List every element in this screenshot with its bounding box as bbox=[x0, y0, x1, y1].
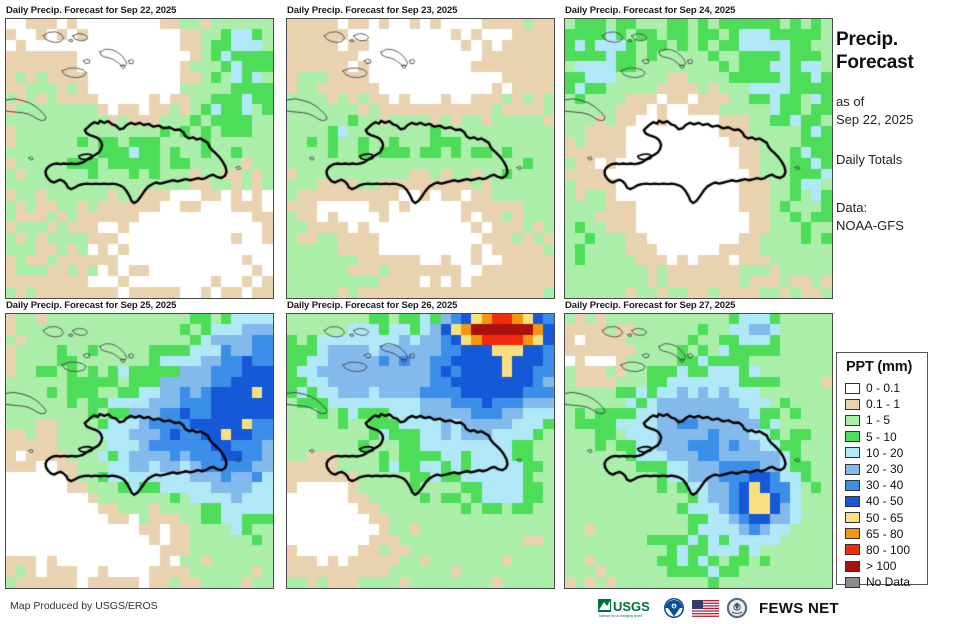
legend-swatch bbox=[845, 398, 860, 410]
map-panel-sep-25: Daily Precip. Forecast for Sep 25, 2025 bbox=[5, 300, 274, 589]
legend-label: 30 - 40 bbox=[866, 478, 904, 493]
panel-title: Daily Precip. Forecast for Sep 26, 2025 bbox=[287, 300, 458, 311]
map-panel-sep-27: Daily Precip. Forecast for Sep 27, 2025 bbox=[564, 300, 833, 589]
precip-raster[interactable] bbox=[565, 314, 832, 588]
data-label: Data: bbox=[836, 200, 868, 215]
daily-totals-label: Daily Totals bbox=[836, 152, 903, 167]
legend-swatch bbox=[845, 495, 860, 507]
usgs-logo: USGS science for a changing world bbox=[598, 597, 656, 619]
panel-title: Daily Precip. Forecast for Sep 25, 2025 bbox=[6, 300, 177, 311]
legend-label: 50 - 65 bbox=[866, 510, 904, 525]
map-panel-sep-26: Daily Precip. Forecast for Sep 26, 2025 bbox=[286, 300, 555, 589]
panel-title: Daily Precip. Forecast for Sep 23, 2025 bbox=[287, 5, 458, 16]
map-frame[interactable] bbox=[564, 18, 833, 299]
legend-swatch bbox=[845, 382, 860, 394]
legend-item: 20 - 30 bbox=[845, 461, 927, 477]
legend-item: 30 - 40 bbox=[845, 477, 927, 493]
precip-raster[interactable] bbox=[565, 19, 832, 298]
legend-swatch bbox=[845, 447, 860, 459]
panel-title: Daily Precip. Forecast for Sep 22, 2025 bbox=[6, 5, 177, 16]
legend-label: 40 - 50 bbox=[866, 494, 904, 509]
map-frame[interactable] bbox=[286, 18, 555, 299]
map-frame[interactable] bbox=[286, 313, 555, 589]
usa-flag-logo bbox=[692, 599, 719, 617]
legend-item: 80 - 100 bbox=[845, 542, 927, 558]
legend-swatch bbox=[845, 431, 860, 443]
map-panel-sep-22: Daily Precip. Forecast for Sep 22, 2025 bbox=[5, 5, 274, 299]
map-panel-sep-23: Daily Precip. Forecast for Sep 23, 2025 bbox=[286, 5, 555, 299]
map-credit: Map Produced by USGS/EROS bbox=[10, 600, 158, 612]
data-source: NOAA-GFS bbox=[836, 218, 904, 233]
panel-title: Daily Precip. Forecast for Sep 27, 2025 bbox=[565, 300, 736, 311]
legend-item: No Data bbox=[845, 574, 927, 590]
legend-item: 0 - 0.1 bbox=[845, 380, 927, 396]
legend-item: > 100 bbox=[845, 558, 927, 574]
legend-label: 20 - 30 bbox=[866, 462, 904, 477]
map-frame[interactable] bbox=[5, 18, 274, 299]
legend-item: 50 - 65 bbox=[845, 510, 927, 526]
precip-raster[interactable] bbox=[287, 314, 554, 588]
precip-raster[interactable] bbox=[287, 19, 554, 298]
legend-label: 65 - 80 bbox=[866, 526, 904, 541]
info-title-line2: Forecast bbox=[836, 52, 914, 73]
precip-raster[interactable] bbox=[6, 314, 273, 588]
map-panel-sep-24: Daily Precip. Forecast for Sep 24, 2025 bbox=[564, 5, 833, 299]
map-frame[interactable] bbox=[5, 313, 274, 589]
agency-logo-bar: USGS science for a changing world bbox=[598, 595, 839, 621]
legend-item: 65 - 80 bbox=[845, 526, 927, 542]
info-title-line1: Precip. bbox=[836, 29, 898, 50]
legend-label: 5 - 10 bbox=[866, 429, 897, 444]
legend-item: 1 - 5 bbox=[845, 412, 927, 428]
legend-item: 5 - 10 bbox=[845, 429, 927, 445]
precip-raster[interactable] bbox=[6, 19, 273, 298]
legend-swatch bbox=[845, 528, 860, 540]
legend-item: 10 - 20 bbox=[845, 445, 927, 461]
map-frame[interactable] bbox=[564, 313, 833, 589]
legend-title: PPT (mm) bbox=[846, 359, 913, 375]
legend-item: 40 - 50 bbox=[845, 493, 927, 509]
usaid-state-seal-logo bbox=[726, 597, 748, 619]
noaa-logo bbox=[663, 597, 685, 619]
legend-swatch bbox=[845, 479, 860, 491]
legend-swatch bbox=[845, 560, 860, 572]
panel-title: Daily Precip. Forecast for Sep 24, 2025 bbox=[565, 5, 736, 16]
legend-label: 0 - 0.1 bbox=[866, 381, 901, 396]
fews-net-label: FEWS NET bbox=[759, 599, 839, 617]
info-column: Precip. Forecast as of Sep 22, 2025 Dail… bbox=[836, 28, 968, 235]
legend-label: 10 - 20 bbox=[866, 445, 904, 460]
legend-label: No Data bbox=[866, 575, 911, 590]
legend-swatch bbox=[845, 463, 860, 475]
legend-label: 0.1 - 1 bbox=[866, 397, 901, 412]
legend-swatch bbox=[845, 576, 860, 588]
svg-text:science for a changing world: science for a changing world bbox=[599, 614, 642, 618]
svg-text:USGS: USGS bbox=[613, 599, 650, 614]
as-of-label: as of bbox=[836, 94, 865, 109]
as-of-date: Sep 22, 2025 bbox=[836, 112, 914, 127]
legend-item: 0.1 - 1 bbox=[845, 396, 927, 412]
legend-swatch bbox=[845, 544, 860, 556]
legend-swatch bbox=[845, 414, 860, 426]
legend-swatch bbox=[845, 512, 860, 524]
legend-label: > 100 bbox=[866, 559, 897, 574]
legend-label: 80 - 100 bbox=[866, 542, 911, 557]
legend-label: 1 - 5 bbox=[866, 413, 891, 428]
